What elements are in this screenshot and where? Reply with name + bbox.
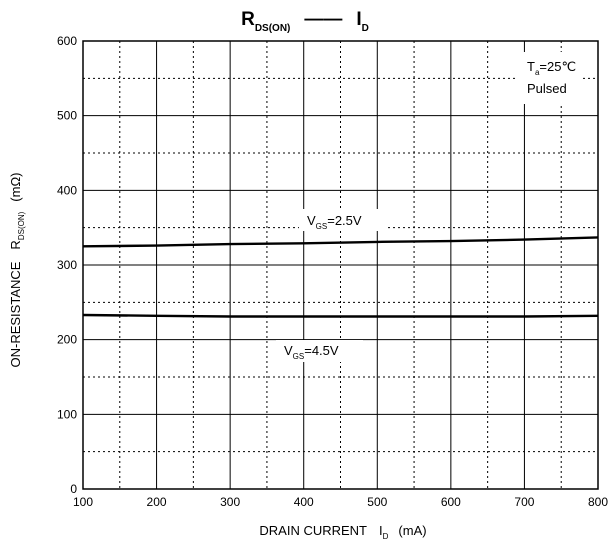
series-line-vgs-2.5v bbox=[82, 236, 599, 248]
x-axis-ticks: 100 200 300 400 500 600 700 800 bbox=[73, 495, 608, 509]
x-tick-label: 800 bbox=[588, 495, 608, 509]
chart-title: RDS(ON) —— ID bbox=[241, 9, 369, 34]
svg-text:VGS=2.5V: VGS=2.5V bbox=[307, 213, 362, 231]
y-tick-label: 300 bbox=[57, 258, 77, 272]
x-axis-title: DRAIN CURRENT ID (mA) bbox=[259, 523, 426, 541]
series-label-vgs-2.5v: VGS=2.5V bbox=[299, 209, 386, 231]
y-tick-label: 100 bbox=[57, 407, 77, 421]
svg-text:Pulsed: Pulsed bbox=[527, 81, 567, 96]
x-tick-label: 100 bbox=[73, 495, 93, 509]
y-tick-label: 400 bbox=[57, 183, 77, 197]
y-tick-label: 500 bbox=[57, 109, 77, 123]
svg-text:Ta=25℃: Ta=25℃ bbox=[527, 59, 576, 77]
x-tick-label: 300 bbox=[220, 495, 240, 509]
series-line-vgs-4.5v bbox=[82, 313, 599, 318]
plot-frame bbox=[82, 40, 599, 490]
x-tick-label: 600 bbox=[441, 495, 461, 509]
x-tick-label: 700 bbox=[514, 495, 534, 509]
series-layer bbox=[82, 236, 599, 318]
series-label-vgs-4.5v: VGS=4.5V bbox=[276, 340, 363, 362]
x-tick-label: 200 bbox=[147, 495, 167, 509]
x-tick-label: 500 bbox=[367, 495, 387, 509]
x-tick-label: 400 bbox=[294, 495, 314, 509]
y-tick-label: 600 bbox=[57, 34, 77, 48]
plot-grid bbox=[82, 40, 599, 490]
y-tick-label: 0 bbox=[70, 482, 77, 496]
y-axis-title: ON-RESISTANCERDS(ON)(mΩ) bbox=[8, 173, 26, 368]
y-tick-label: 200 bbox=[57, 333, 77, 347]
y-axis-ticks: 0 100 200 300 400 500 600 bbox=[57, 34, 77, 496]
svg-text:VGS=4.5V: VGS=4.5V bbox=[284, 343, 339, 361]
conditions-annotation: Ta=25℃ Pulsed bbox=[518, 52, 580, 104]
